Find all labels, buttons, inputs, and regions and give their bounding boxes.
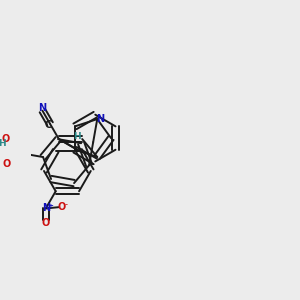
Text: -: -	[65, 200, 68, 209]
Text: +: +	[47, 203, 53, 209]
Text: O: O	[2, 159, 11, 170]
Text: C: C	[44, 120, 52, 130]
Text: O: O	[2, 134, 10, 144]
Text: H: H	[74, 132, 81, 141]
Text: O: O	[42, 218, 50, 228]
Text: O: O	[58, 202, 66, 212]
Text: N: N	[38, 103, 46, 113]
Text: H: H	[0, 139, 6, 148]
Text: N: N	[96, 114, 104, 124]
Text: N: N	[42, 203, 50, 214]
